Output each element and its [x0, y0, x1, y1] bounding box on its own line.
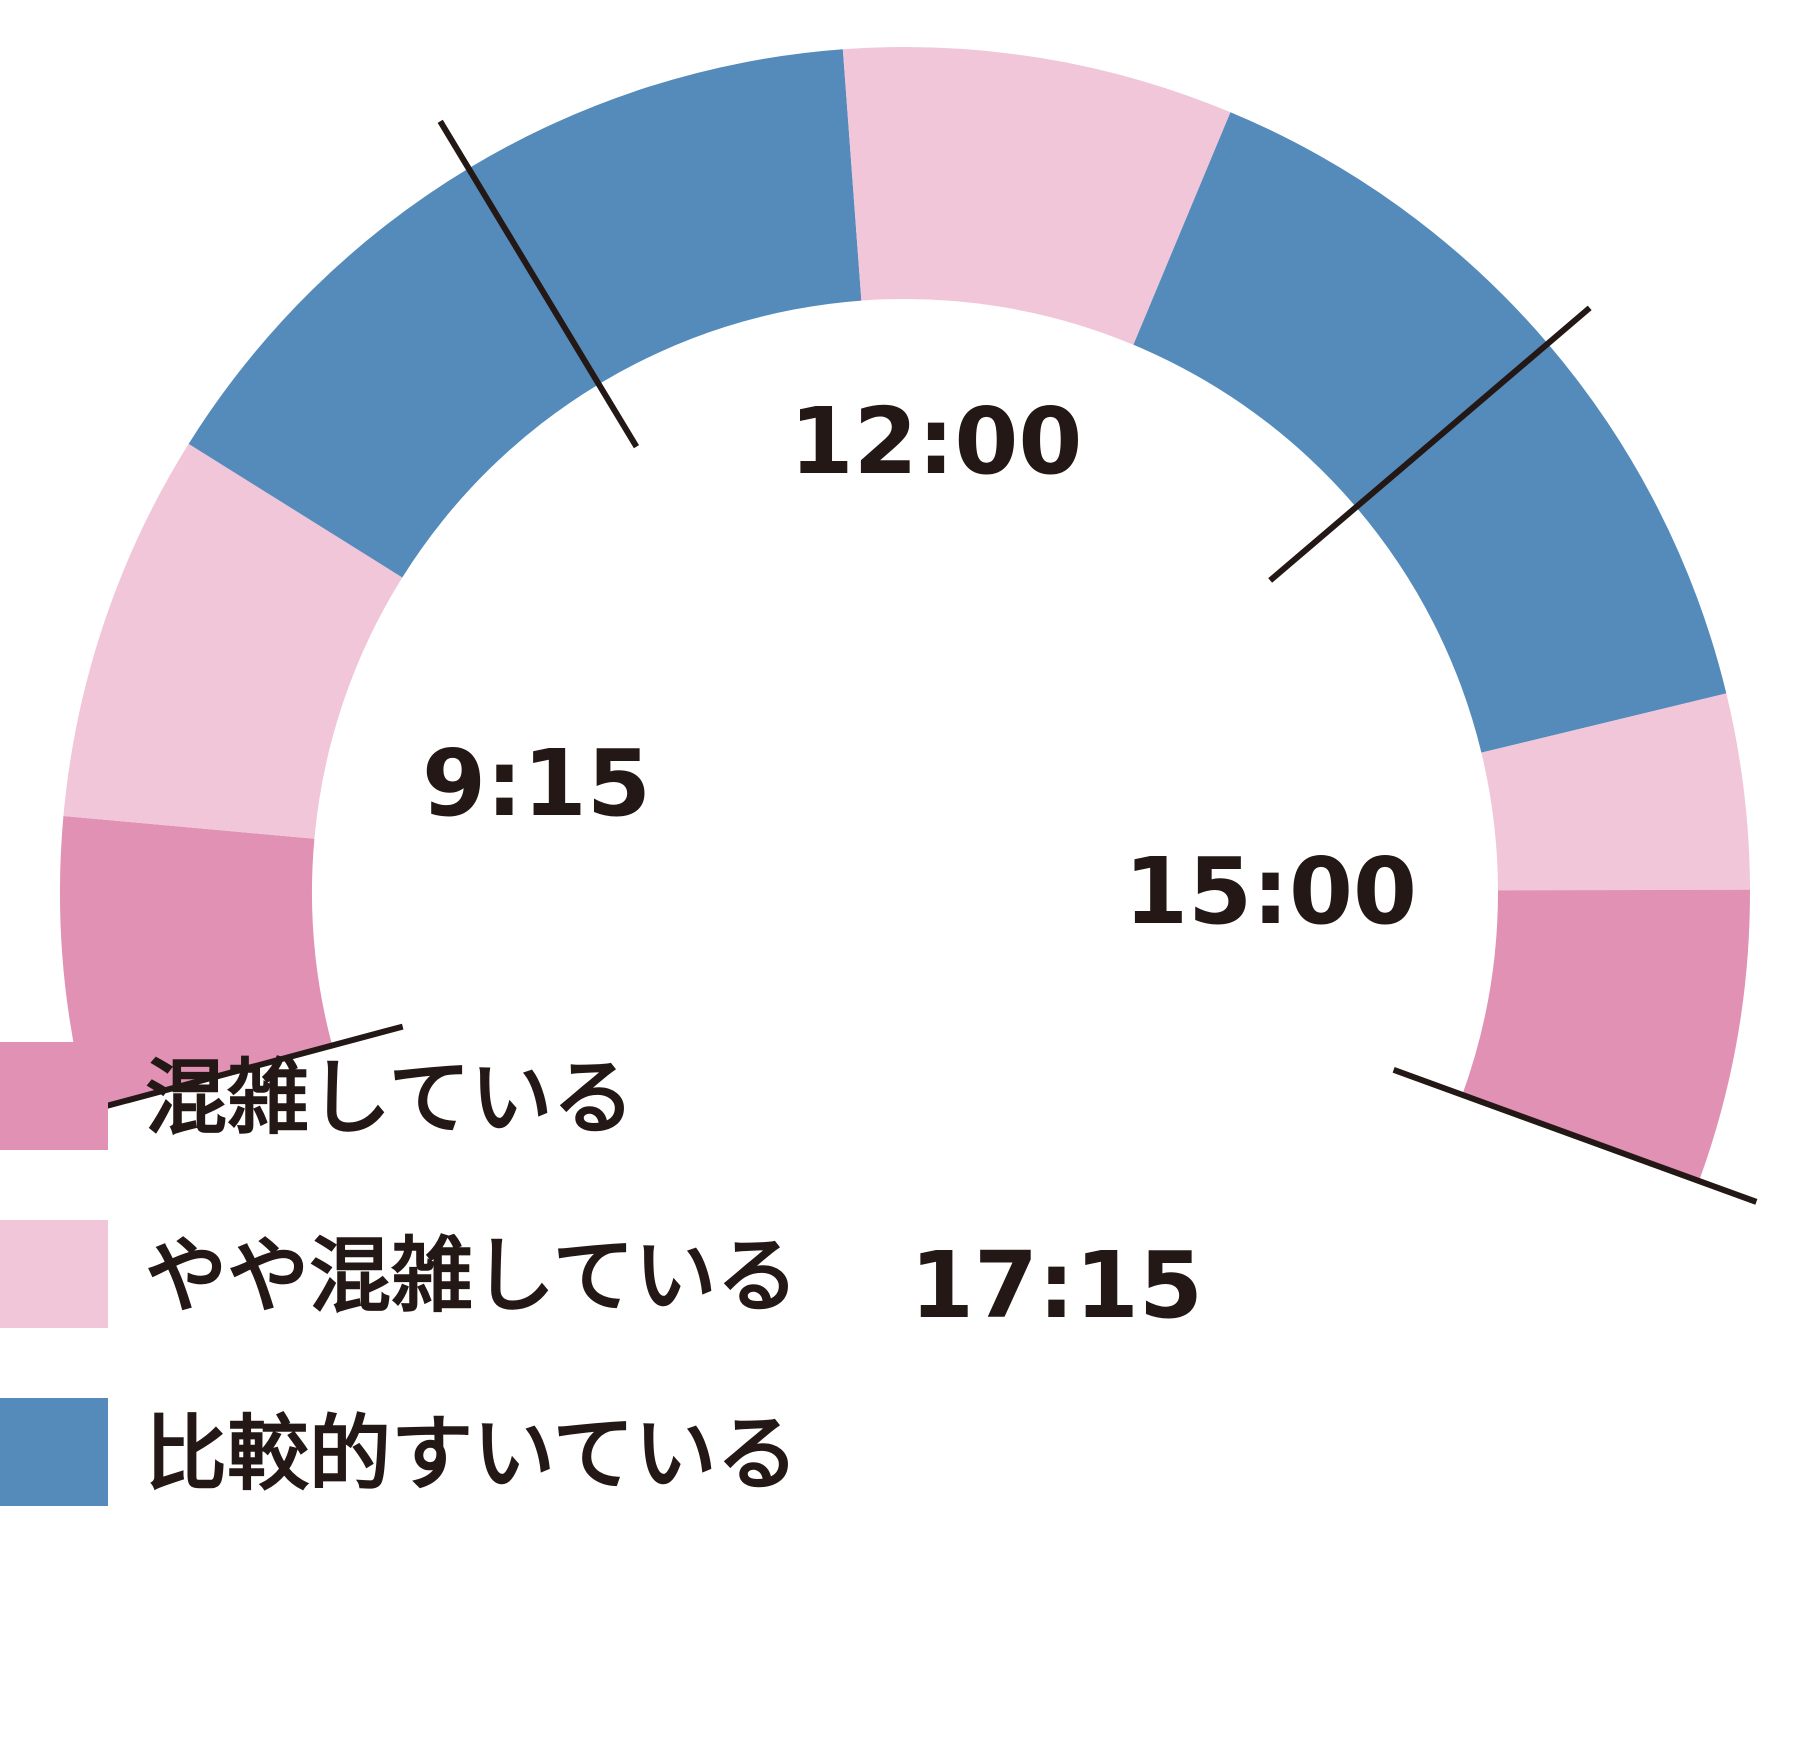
- legend-label-somewhat-crowded: やや混雑している: [145, 1229, 799, 1324]
- ring-segment-relatively-empty-4: [1133, 112, 1727, 753]
- time-label-1200: 12:00: [790, 388, 1083, 495]
- tick-line-1500: [1268, 305, 1592, 583]
- ring-segment-somewhat-crowded-5: [1481, 693, 1750, 891]
- legend-swatch-somewhat-crowded: [0, 1220, 108, 1328]
- ring-segment-crowded-6: [1462, 889, 1750, 1182]
- time-label-1715: 17:15: [910, 1232, 1203, 1339]
- legend-swatch-crowded: [0, 1042, 108, 1150]
- ring-segment-crowded-0: [60, 816, 333, 1111]
- tick-line-1715: [1392, 1067, 1758, 1205]
- time-label-915: 9:15: [422, 730, 651, 837]
- legend-label-crowded: 混雑している: [145, 1051, 635, 1146]
- tick-layer: [34, 119, 1758, 1205]
- legend-label-relatively-empty: 比較的すいている: [145, 1407, 799, 1502]
- tick-line-1200: [437, 119, 640, 449]
- ring-segment-somewhat-crowded-1: [63, 443, 403, 839]
- time-label-layer: 9:15 12:00 15:00 17:15: [422, 388, 1417, 1339]
- ring-segment-somewhat-crowded-3: [842, 46, 1231, 345]
- legend-swatch-relatively-empty: [0, 1398, 108, 1506]
- ring-segment-relatively-empty-2: [188, 49, 862, 578]
- segment-layer: [60, 46, 1750, 1182]
- time-label-1500: 15:00: [1124, 838, 1417, 945]
